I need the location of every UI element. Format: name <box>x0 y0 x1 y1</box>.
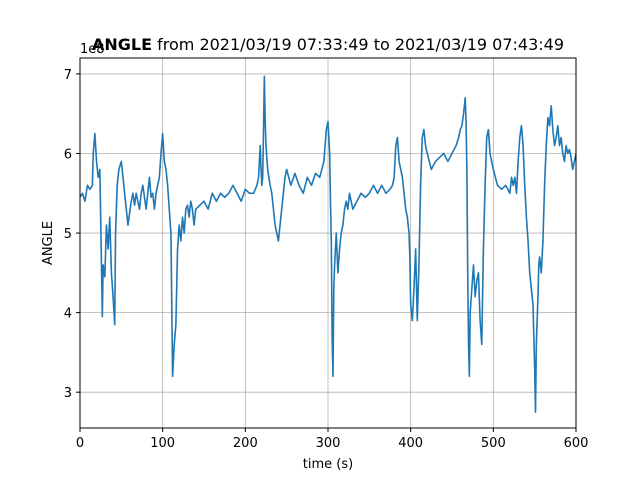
chart-title-bold: ANGLE <box>92 35 152 54</box>
chart-title-rest: from 2021/03/19 07:33:49 to 2021/03/19 0… <box>152 35 564 54</box>
y-tick-label: 4 <box>64 307 72 322</box>
x-tick-label: 500 <box>481 436 506 451</box>
x-tick-label: 0 <box>76 436 84 451</box>
x-tick-label: 600 <box>564 436 589 451</box>
y-tick-label: 7 <box>64 68 72 83</box>
y-tick-label: 6 <box>64 147 72 162</box>
x-tick-label: 300 <box>316 436 341 451</box>
y-offset-text: 1e8 <box>80 42 105 57</box>
x-tick-label: 100 <box>150 436 175 451</box>
angle-series-line <box>79 75 577 413</box>
grid <box>79 58 577 428</box>
axis-ticks: 0 100 200 300 400 500 600 3 4 5 6 7 <box>64 68 589 451</box>
x-axis-label: time (s) <box>303 457 353 472</box>
y-tick-label: 5 <box>64 227 72 242</box>
chart-title: ANGLE from 2021/03/19 07:33:49 to 2021/0… <box>92 35 564 54</box>
y-axis-label: ANGLE <box>41 221 56 265</box>
x-tick-label: 200 <box>233 436 258 451</box>
x-tick-label: 400 <box>398 436 423 451</box>
y-tick-label: 3 <box>64 386 72 401</box>
